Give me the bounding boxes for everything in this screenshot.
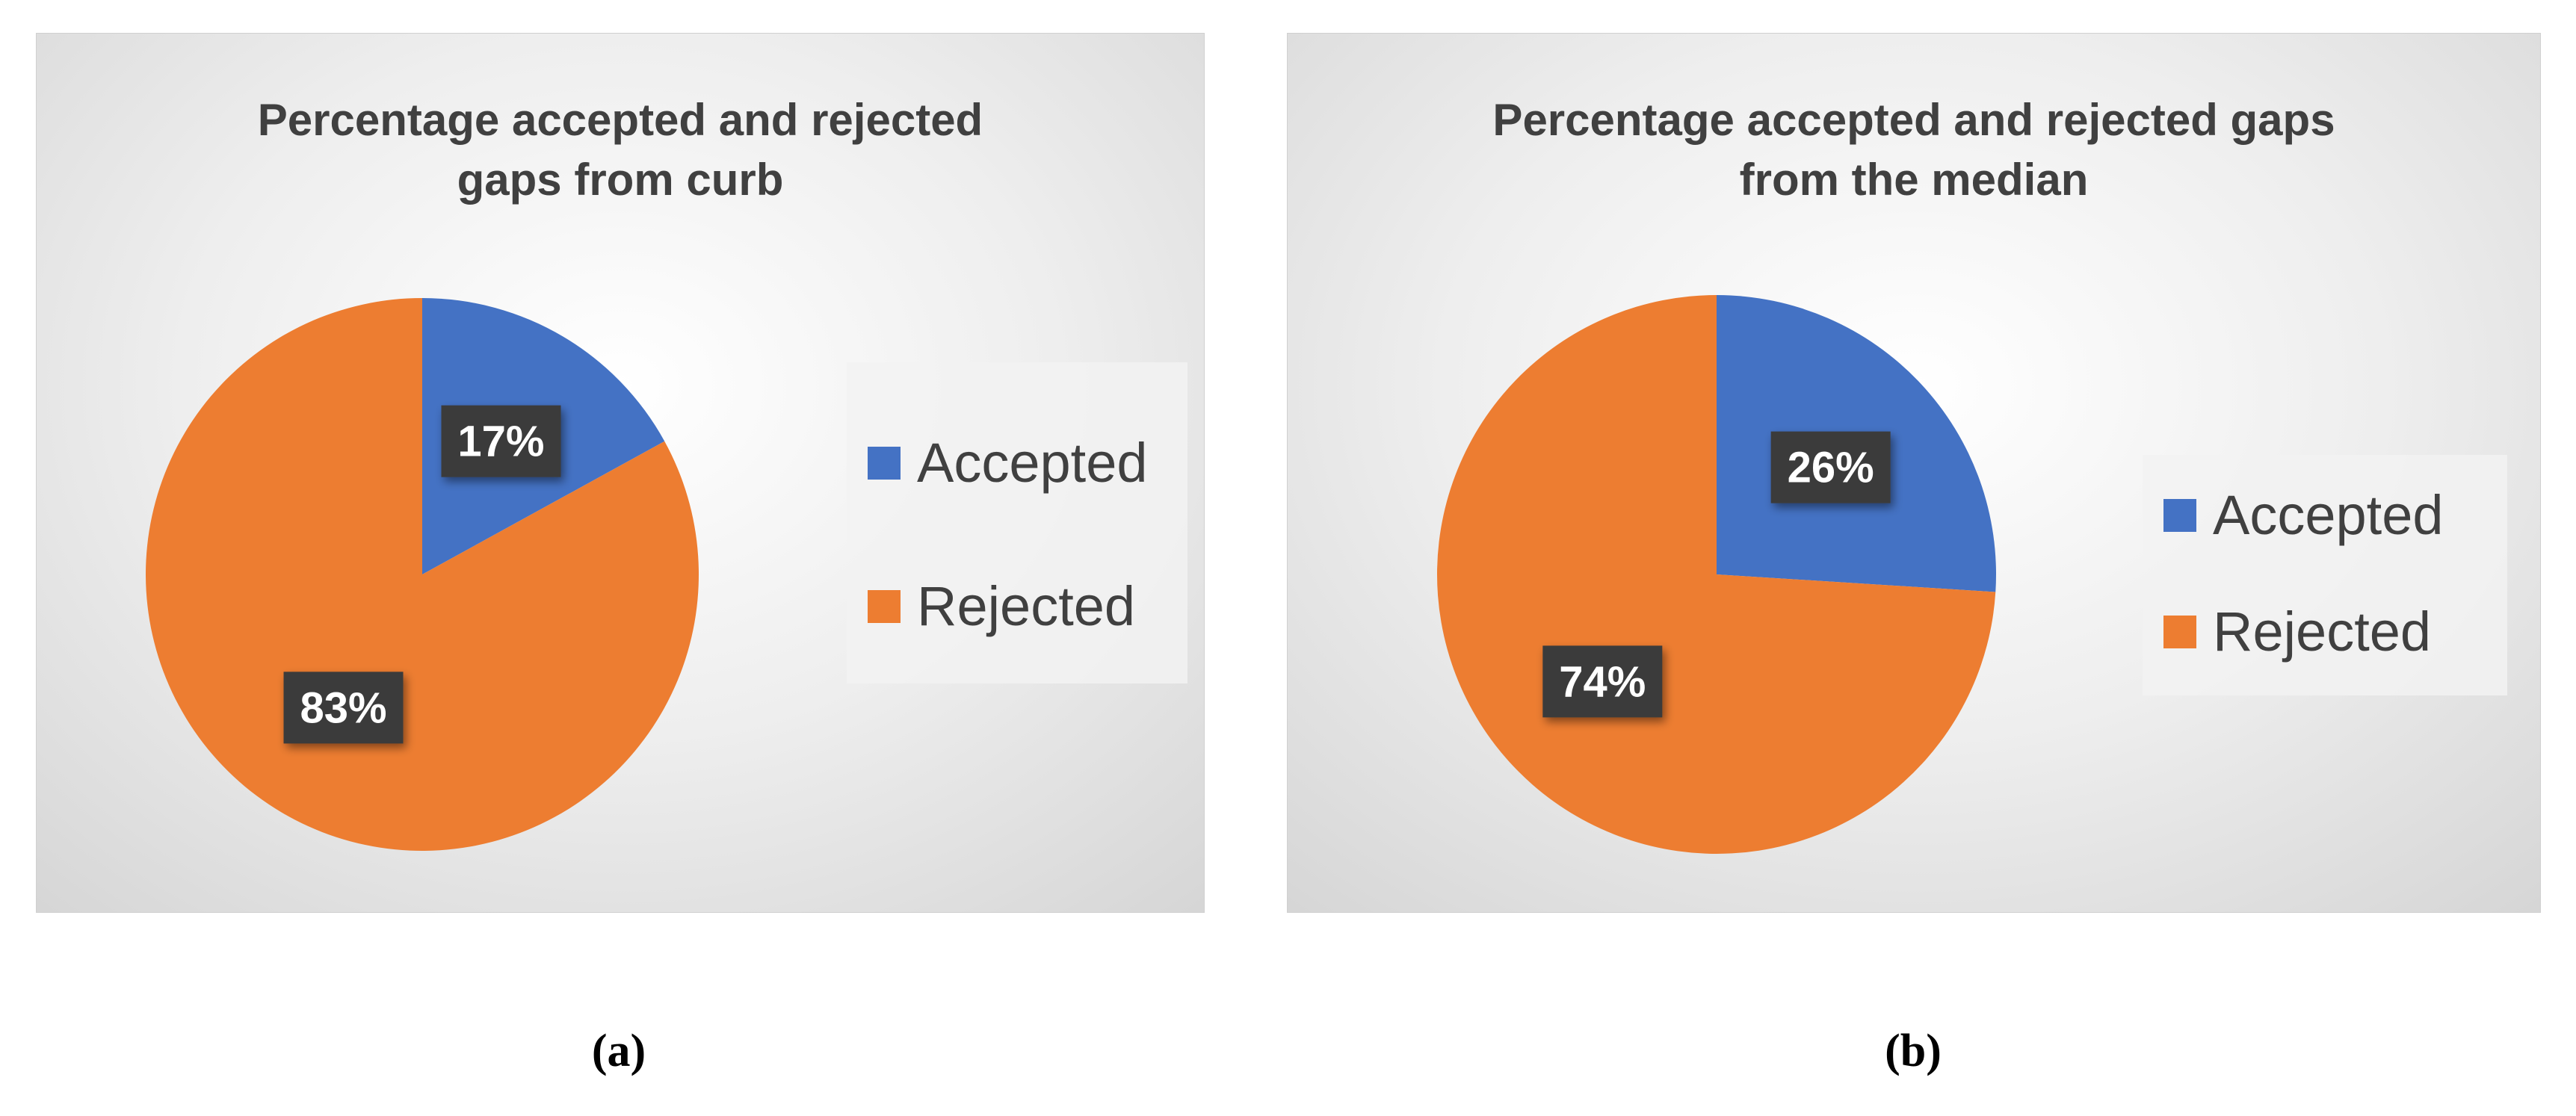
data-label-accepted: 26% bbox=[1770, 431, 1891, 503]
legend-swatch-accepted bbox=[868, 446, 901, 480]
chart-panel-a: Percentage accepted and rejected gaps fr… bbox=[36, 33, 1205, 913]
data-label-accepted: 17% bbox=[441, 405, 561, 477]
caption-b: (b) bbox=[1885, 1026, 1942, 1076]
legend-label-accepted: Accepted bbox=[917, 432, 1148, 494]
legend-item-rejected: Rejected bbox=[868, 574, 1135, 638]
legend-swatch-accepted bbox=[2163, 498, 2196, 532]
legend-swatch-rejected bbox=[868, 589, 901, 623]
chart-title-line-2: gaps from curb bbox=[457, 155, 784, 205]
legend-label-rejected: Rejected bbox=[917, 575, 1136, 637]
chart-title-line-2: from the median bbox=[1739, 155, 2089, 205]
data-label-box bbox=[441, 405, 561, 477]
caption-a: (a) bbox=[591, 1026, 646, 1076]
chart-title: Percentage accepted and rejected gaps fr… bbox=[1288, 90, 2540, 210]
chart-legend: Accepted Rejected bbox=[847, 362, 1187, 683]
data-label-text: 83% bbox=[300, 683, 386, 732]
pie-chart-b: 26% 74% bbox=[1437, 295, 1996, 854]
chart-title-line-1: Percentage accepted and rejected bbox=[257, 95, 983, 145]
pie-chart-a: 17% 83% bbox=[145, 298, 699, 851]
data-label-box bbox=[1770, 431, 1891, 503]
legend-swatch-rejected bbox=[2163, 615, 2196, 648]
chart-legend: Accepted Rejected bbox=[2143, 455, 2507, 695]
legend-label-accepted: Accepted bbox=[2213, 484, 2444, 546]
data-label-text: 26% bbox=[1788, 444, 1874, 492]
legend-item-accepted: Accepted bbox=[868, 431, 1148, 495]
data-label-box bbox=[1542, 645, 1663, 718]
chart-title-line-1: Percentage accepted and rejected gaps bbox=[1492, 95, 2335, 145]
data-label-text: 17% bbox=[457, 418, 544, 466]
data-label-rejected: 83% bbox=[283, 672, 404, 744]
legend-item-accepted: Accepted bbox=[2163, 483, 2444, 547]
legend-label-rejected: Rejected bbox=[2213, 601, 2432, 663]
chart-title: Percentage accepted and rejected gaps fr… bbox=[37, 90, 1204, 210]
legend-item-rejected: Rejected bbox=[2163, 600, 2431, 663]
data-label-text: 74% bbox=[1559, 657, 1646, 706]
data-label-rejected: 74% bbox=[1542, 645, 1663, 718]
chart-panel-b: Percentage accepted and rejected gaps fr… bbox=[1287, 33, 2541, 913]
data-label-box bbox=[283, 672, 404, 744]
